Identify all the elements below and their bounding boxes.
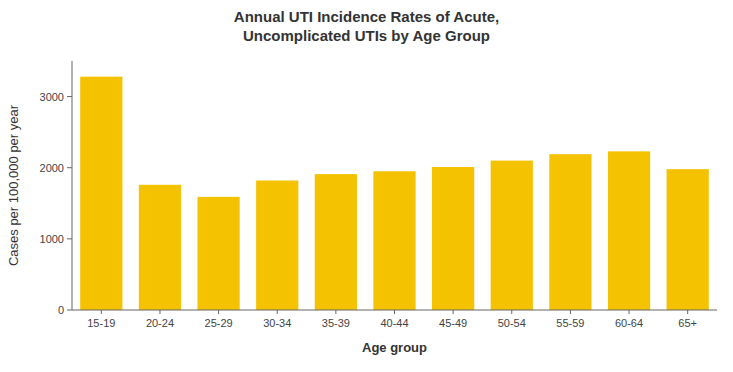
y-tick <box>67 96 72 97</box>
x-tick <box>570 310 571 314</box>
x-axis-label: Age group <box>362 340 427 355</box>
bar <box>549 154 591 310</box>
x-tick <box>277 310 278 314</box>
title-line: Annual UTI Incidence Rates of Acute, <box>234 8 499 25</box>
y-tick-label: 0 <box>58 304 64 316</box>
bar <box>608 151 650 310</box>
bar <box>491 161 533 310</box>
title-line: Uncomplicated UTIs by Age Group <box>243 27 490 44</box>
y-axis-label: Cases per 100,000 per year <box>6 104 21 266</box>
y-tick-label: 1000 <box>40 233 64 245</box>
y-tick <box>67 167 72 168</box>
x-tick-label: 15-19 <box>87 317 115 329</box>
x-tick <box>335 310 336 314</box>
x-tick-label: 35-39 <box>322 317 350 329</box>
bar <box>373 171 415 310</box>
bar <box>197 197 239 310</box>
x-tick-label: 65+ <box>678 317 697 329</box>
y-axis-line <box>72 61 73 310</box>
x-tick-label: 25-29 <box>205 317 233 329</box>
chart-container: Annual UTI Incidence Rates of Acute, Unco… <box>0 0 733 372</box>
y-tick <box>67 310 72 311</box>
bar <box>139 185 181 310</box>
bar <box>256 181 298 310</box>
x-tick-label: 50-54 <box>498 317 526 329</box>
x-tick <box>629 310 630 314</box>
x-tick-label: 20-24 <box>146 317 174 329</box>
bar <box>315 174 357 310</box>
y-tick-label: 3000 <box>40 91 64 103</box>
x-tick <box>101 310 102 314</box>
bars <box>80 77 709 310</box>
chart-title: Annual UTI Incidence Rates of Acute, Unco… <box>234 8 499 44</box>
bar <box>667 169 709 310</box>
x-tick <box>218 310 219 314</box>
bar <box>432 167 474 310</box>
x-tick-label: 60-64 <box>615 317 643 329</box>
y-tick-label: 2000 <box>40 162 64 174</box>
x-tick <box>394 310 395 314</box>
x-tick-label: 30-34 <box>263 317 291 329</box>
axes: 0 1000 2000 3000 15-19 20-24 25-29 30-34 35-39 40… <box>40 61 717 329</box>
x-tick-label: 45-49 <box>439 317 467 329</box>
x-tick <box>453 310 454 314</box>
chart-svg: Annual UTI Incidence Rates of Acute, Unco… <box>0 0 733 372</box>
x-tick <box>687 310 688 314</box>
x-tick-label: 55-59 <box>556 317 584 329</box>
x-tick <box>511 310 512 314</box>
x-tick <box>159 310 160 314</box>
x-tick-label: 40-44 <box>380 317 408 329</box>
y-tick <box>67 238 72 239</box>
bar <box>80 77 122 310</box>
